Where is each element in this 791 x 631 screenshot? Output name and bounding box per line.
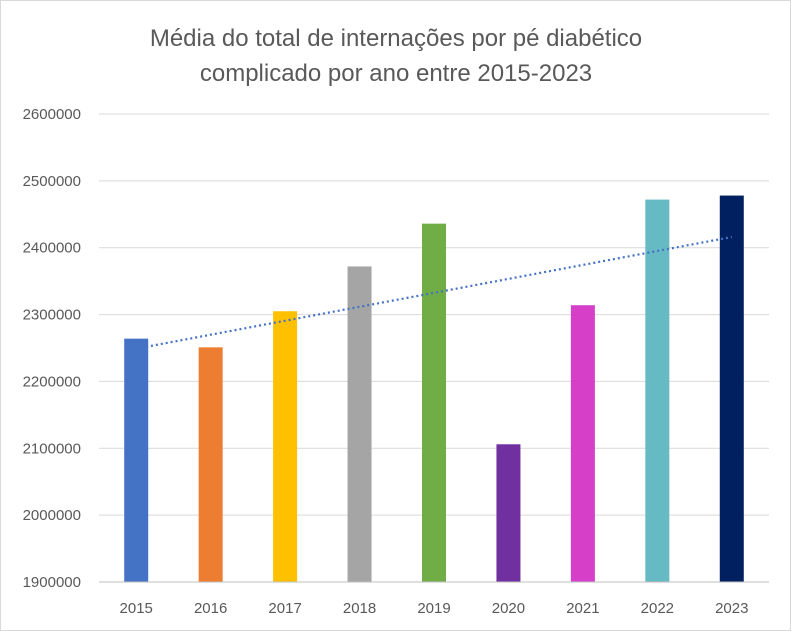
x-tick-label: 2019	[417, 600, 450, 617]
bar-2020	[496, 444, 521, 582]
linear-trendline	[136, 235, 732, 350]
y-tick-label: 2200000	[23, 373, 81, 390]
bar-2016	[198, 347, 223, 582]
y-axis-ticks: 1900000 2000000 2100000 2200000 2300000 24000…	[23, 106, 81, 591]
y-tick-label: 2500000	[23, 173, 81, 190]
x-tick-label: 2020	[492, 600, 525, 617]
chart-title-line-1: Média do total de internações por pé dia…	[150, 25, 642, 52]
bar-2015	[124, 338, 149, 582]
y-tick-label: 2000000	[23, 507, 81, 524]
x-axis-ticks: 2015 2016 2017 2018 2019 2020 2021 2022 2023	[120, 600, 749, 617]
x-tick-label: 2022	[641, 600, 674, 617]
x-tick-label: 2018	[343, 600, 376, 617]
y-tick-label: 2600000	[23, 106, 81, 123]
bar-2022	[645, 199, 670, 582]
y-tick-label: 2100000	[23, 440, 81, 457]
chart-title-line-2: complicado por ano entre 2015-2023	[200, 60, 592, 87]
y-tick-label: 2400000	[23, 240, 81, 257]
x-tick-label: 2016	[194, 600, 227, 617]
x-tick-label: 2015	[120, 600, 153, 617]
bar-2017	[273, 311, 298, 582]
bar-2023	[719, 195, 744, 582]
bar-2018	[347, 266, 372, 582]
y-tick-label: 2300000	[23, 307, 81, 324]
x-tick-label: 2023	[715, 600, 748, 617]
y-tick-label: 1900000	[23, 574, 81, 591]
trendline-group	[136, 235, 732, 350]
bar-2021	[570, 305, 595, 582]
chart-title: Média do total de internações por pé dia…	[150, 25, 642, 87]
x-tick-label: 2017	[268, 600, 301, 617]
bar-2019	[422, 223, 446, 582]
bars	[124, 195, 744, 582]
x-tick-label: 2021	[566, 600, 599, 617]
